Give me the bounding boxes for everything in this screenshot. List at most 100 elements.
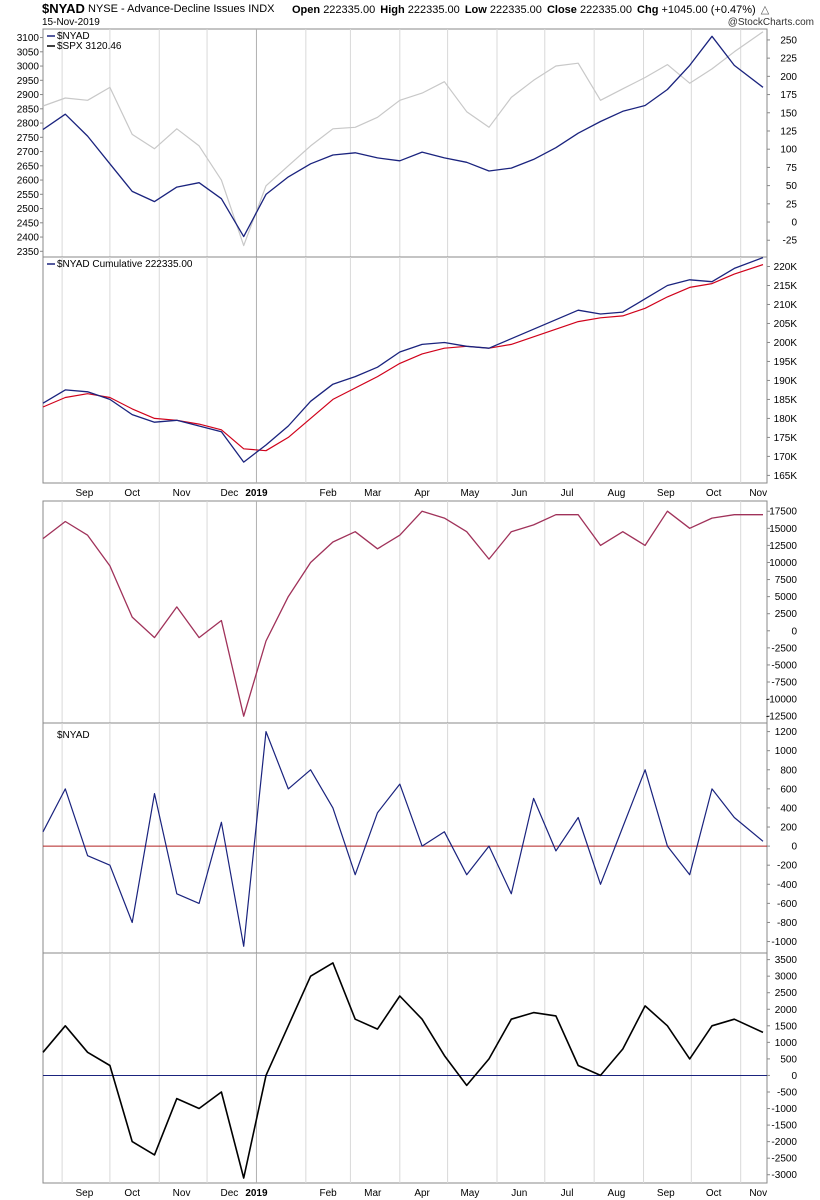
month-label-may: May: [460, 1188, 479, 1199]
oscillator-axis-tick-label: -10000: [766, 695, 798, 706]
month-label-may: May: [460, 488, 479, 499]
smoothed-axis-tick-label: 2000: [775, 1005, 798, 1016]
breadth-line: [42, 730, 764, 947]
nyad-axis-tick-label: 200: [780, 72, 797, 83]
legend-cumulative: $NYAD Cumulative 222335.00: [57, 259, 193, 270]
breadth-axis-tick-label: -600: [777, 899, 797, 910]
nyad-axis-tick-label: 125: [780, 126, 797, 137]
breadth-axis-tick-label: 200: [780, 823, 797, 834]
nyad-axis-tick-label: 25: [786, 199, 798, 210]
month-label-2019: 2019: [245, 488, 268, 499]
low-value: 222335.00: [489, 4, 542, 16]
spx-axis-tick-label: 2450: [17, 218, 40, 229]
breadth-axis-tick-label: 1000: [775, 746, 798, 757]
open-value: 222335.00: [323, 4, 376, 16]
oscillator-axis-tick-label: 15000: [769, 524, 797, 535]
spx-axis-tick-label: 2900: [17, 90, 40, 101]
breadth-axis-tick-label: 1200: [775, 727, 798, 738]
month-label-apr: Apr: [414, 1188, 430, 1199]
month-label-aug: Aug: [608, 488, 626, 499]
month-label-sep: Sep: [657, 1188, 675, 1199]
spx-axis-tick-label: 2750: [17, 133, 40, 144]
oscillator-axis-tick-label: -7500: [771, 678, 797, 689]
spx-axis-tick-label: 2650: [17, 161, 40, 172]
nyad-axis-tick-label: 100: [780, 145, 797, 156]
breadth-axis-tick-label: 0: [791, 842, 797, 853]
month-label-jul: Jul: [561, 1188, 574, 1199]
cumulative-axis-tick-label: 175K: [774, 433, 798, 444]
nyad-axis-tick-label: 0: [791, 218, 797, 229]
symbol-description: NYSE - Advance-Decline Issues INDX: [88, 3, 274, 15]
close-value: 222335.00: [579, 4, 632, 16]
oscillator-axis-tick-label: 12500: [769, 541, 797, 552]
nyad-series-line: [42, 35, 764, 238]
month-label-oct: Oct: [124, 1188, 140, 1199]
month-label-sep: Sep: [76, 488, 94, 499]
smoothed-axis-tick-label: -3000: [771, 1170, 797, 1181]
legend-spx: $SPX 3120.46: [57, 41, 122, 52]
month-label-oct: Oct: [706, 1188, 722, 1199]
spx-axis-tick-label: 2500: [17, 204, 40, 215]
high-label: High: [380, 4, 405, 16]
spx-axis-tick-label: 2850: [17, 104, 40, 115]
symbol-title: $NYAD: [42, 1, 85, 16]
smoothed-line: [42, 962, 764, 1179]
nyad-axis-tick-label: 225: [780, 54, 797, 65]
panel-frame-1: [42, 28, 768, 258]
spx-axis-tick-label: 2800: [17, 119, 40, 130]
breadth-axis-tick-label: -400: [777, 880, 797, 891]
smoothed-axis-tick-label: 500: [780, 1054, 797, 1065]
panel-frame-4: [42, 722, 768, 954]
spx-series-line: [42, 31, 764, 247]
spx-axis-tick-label: 2950: [17, 76, 40, 87]
cumulative-ma-line: [42, 264, 764, 452]
month-label-feb: Feb: [320, 1188, 338, 1199]
cumulative-axis-tick-label: 185K: [774, 395, 798, 406]
quote-date: 15-Nov-2019: [42, 17, 100, 28]
breadth-axis-tick-label: -800: [777, 918, 797, 929]
smoothed-axis-tick-label: -2000: [771, 1137, 797, 1148]
month-label-nov: Nov: [173, 1188, 191, 1199]
cumulative-axis-tick-label: 165K: [774, 471, 798, 482]
breadth-axis-tick-label: 400: [780, 803, 797, 814]
month-label-nov: Nov: [749, 488, 767, 499]
smoothed-axis-tick-label: 1500: [775, 1021, 798, 1032]
cumulative-axis-tick-label: 220K: [774, 262, 798, 273]
breadth-axis-tick-label: -200: [777, 861, 797, 872]
cumulative-axis-tick-label: 180K: [774, 414, 798, 425]
nyad-axis-tick-label: -25: [783, 236, 798, 247]
quote-summary: Open 222335.00 High 222335.00 Low 222335…: [292, 3, 771, 16]
smoothed-axis-tick-label: -500: [777, 1087, 797, 1098]
panel-frame-5: [42, 952, 768, 1184]
close-label: Close: [546, 4, 577, 16]
month-label-sep: Sep: [76, 1188, 94, 1199]
month-label-mar: Mar: [364, 488, 382, 499]
month-label-mar: Mar: [364, 1188, 382, 1199]
open-label: Open: [292, 4, 321, 16]
oscillator-line: [42, 510, 763, 717]
low-label: Low: [464, 4, 487, 16]
oscillator-axis-tick-label: 10000: [769, 558, 797, 569]
spx-axis-tick-label: 3050: [17, 47, 40, 58]
smoothed-axis-tick-label: 3500: [775, 955, 798, 966]
smoothed-axis-tick-label: -1500: [771, 1121, 797, 1132]
triangle-up-icon: △: [760, 4, 770, 16]
spx-axis-tick-label: 3000: [17, 62, 40, 73]
month-label-apr: Apr: [414, 488, 430, 499]
spx-axis-tick-label: 2550: [17, 190, 40, 201]
panel-frame-2: [42, 256, 768, 484]
month-label-nov: Nov: [749, 1188, 767, 1199]
smoothed-axis-tick-label: -1000: [771, 1104, 797, 1115]
nyad-axis-tick-label: 150: [780, 108, 797, 119]
oscillator-axis-tick-label: 7500: [775, 575, 798, 586]
exchange-text: INDX: [248, 3, 275, 15]
description-text: NYSE - Advance-Decline Issues: [88, 3, 246, 15]
breadth-axis-tick-label: 600: [780, 784, 797, 795]
nyad-axis-tick-label: 175: [780, 90, 797, 101]
cumulative-axis-tick-label: 210K: [774, 300, 798, 311]
month-label-dec: Dec: [220, 488, 238, 499]
spx-axis-tick-label: 3100: [17, 33, 40, 44]
month-label-nov: Nov: [173, 488, 191, 499]
credit-text: @StockCharts.com: [727, 17, 814, 28]
cumulative-axis-tick-label: 215K: [774, 281, 798, 292]
